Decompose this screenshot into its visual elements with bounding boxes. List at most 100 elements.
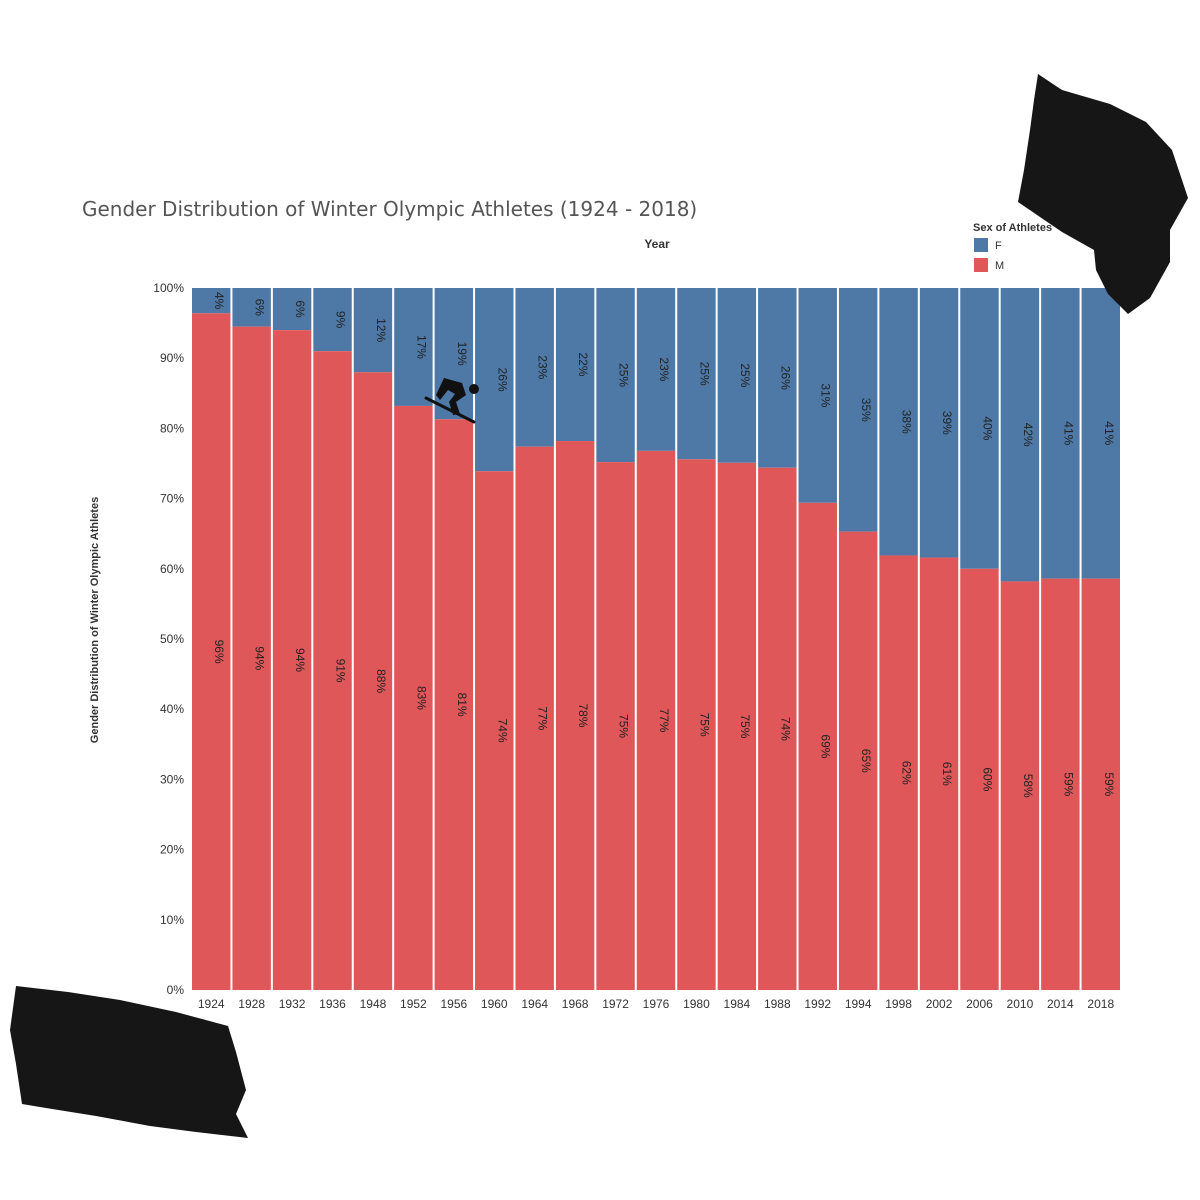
- bar-m: [555, 441, 595, 990]
- bar-f: [758, 288, 797, 468]
- data-label-m: 96%: [212, 640, 226, 664]
- bar-f: [555, 288, 595, 442]
- bar-m: [596, 462, 635, 990]
- data-label-f: 35%: [859, 398, 873, 422]
- bar-m: [838, 531, 878, 990]
- bar-f: [313, 288, 352, 352]
- y-tick-label: 90%: [160, 351, 184, 365]
- data-label-m: 94%: [293, 648, 307, 672]
- y-tick-label: 40%: [160, 702, 184, 716]
- x-tick-label: 1988: [764, 997, 791, 1011]
- data-label-f: 23%: [536, 355, 550, 379]
- x-tick-label: 1976: [643, 997, 670, 1011]
- x-tick-label: 2014: [1047, 997, 1074, 1011]
- legend: Sex of Athletes F M: [973, 222, 1052, 272]
- x-tick-label: 1936: [319, 997, 346, 1011]
- bar-m: [717, 462, 757, 991]
- x-tick-label: 1968: [562, 997, 589, 1011]
- y-tick-label: 20%: [160, 843, 184, 857]
- legend-swatch-f: [974, 238, 988, 252]
- y-tick-label: 10%: [160, 913, 184, 927]
- legend-label-f: F: [995, 240, 1002, 252]
- bar-m: [313, 351, 352, 990]
- data-label-m: 58%: [1021, 774, 1035, 798]
- y-tick-label: 0%: [167, 983, 185, 997]
- data-label-m: 74%: [778, 717, 792, 741]
- x-tick-label: 1980: [683, 997, 710, 1011]
- data-label-f: 19%: [455, 342, 469, 366]
- x-tick-label: 1964: [521, 997, 548, 1011]
- bar-m: [394, 405, 433, 990]
- data-label-f: 41%: [1061, 421, 1075, 445]
- bar-m: [879, 555, 918, 990]
- data-label-m: 75%: [617, 714, 631, 738]
- data-label-f: 9%: [334, 311, 348, 329]
- data-label-m: 65%: [859, 749, 873, 773]
- bar-f: [960, 288, 999, 569]
- y-tick-label: 100%: [153, 281, 184, 295]
- data-label-f: 4%: [212, 292, 226, 310]
- x-tick-label: 1952: [400, 997, 427, 1011]
- y-tick-label: 30%: [160, 772, 184, 786]
- bar-f: [394, 288, 433, 406]
- bar-m: [758, 467, 797, 990]
- data-label-f: 39%: [940, 411, 954, 435]
- bar-m: [798, 502, 837, 990]
- data-label-m: 81%: [455, 693, 469, 717]
- bar-m: [272, 330, 312, 990]
- bar-f: [636, 288, 676, 451]
- bar-m: [677, 459, 716, 991]
- data-label-f: 26%: [778, 366, 792, 390]
- x-tick-label: 1932: [279, 997, 306, 1011]
- x-tick-label: 1994: [845, 997, 872, 1011]
- data-label-f: 6%: [253, 299, 267, 317]
- data-label-f: 6%: [293, 300, 307, 318]
- bar-f: [353, 288, 393, 373]
- data-label-f: 38%: [900, 410, 914, 434]
- data-label-m: 83%: [414, 686, 428, 710]
- x-tick-label: 1948: [360, 997, 387, 1011]
- x-tick-label: 2002: [926, 997, 953, 1011]
- bar-f: [838, 288, 878, 532]
- bar-m: [475, 471, 514, 990]
- bar-f: [798, 288, 837, 503]
- data-label-m: 69%: [819, 734, 833, 758]
- data-label-m: 75%: [697, 713, 711, 737]
- chart-title: Gender Distribution of Winter Olympic At…: [82, 197, 697, 221]
- tape-top-right: [1018, 74, 1188, 314]
- y-axis-title: Gender Distribution of Winter Olympic At…: [89, 497, 101, 743]
- data-label-f: 25%: [617, 363, 631, 387]
- data-label-f: 12%: [374, 318, 388, 342]
- bar-f: [596, 288, 635, 463]
- y-tick-label: 80%: [160, 421, 184, 435]
- bar-f: [475, 288, 514, 472]
- bar-f: [515, 288, 554, 447]
- bar-m: [1081, 578, 1120, 990]
- data-label-m: 60%: [980, 767, 994, 791]
- bar-f: [1000, 288, 1040, 582]
- x-tick-label: 1960: [481, 997, 508, 1011]
- bar-f: [272, 288, 312, 331]
- bar-f: [1081, 288, 1120, 579]
- bar-m: [1041, 578, 1080, 990]
- y-tick-label: 50%: [160, 632, 184, 646]
- data-label-f: 41%: [1102, 421, 1116, 445]
- x-axis-ticks: 1924 1928 1932 1936 1948 1952 1956 1960 1964 1968…: [198, 997, 1115, 1011]
- x-tick-label: 2018: [1087, 997, 1114, 1011]
- bar-f: [192, 288, 231, 314]
- bar-m: [353, 372, 393, 990]
- bar-f: [919, 288, 959, 558]
- data-label-f: 40%: [980, 416, 994, 440]
- x-tick-label: 1956: [440, 997, 467, 1011]
- data-label-f: 22%: [576, 353, 590, 377]
- data-label-m: 94%: [253, 646, 267, 670]
- x-tick-label: 1998: [885, 997, 912, 1011]
- bar-m: [919, 557, 959, 990]
- legend-swatch-m: [974, 258, 988, 272]
- data-label-f: 25%: [697, 362, 711, 386]
- bar-m: [1000, 581, 1040, 990]
- data-label-m: 74%: [495, 719, 509, 743]
- bar-f: [879, 288, 918, 556]
- bar-m: [960, 568, 999, 990]
